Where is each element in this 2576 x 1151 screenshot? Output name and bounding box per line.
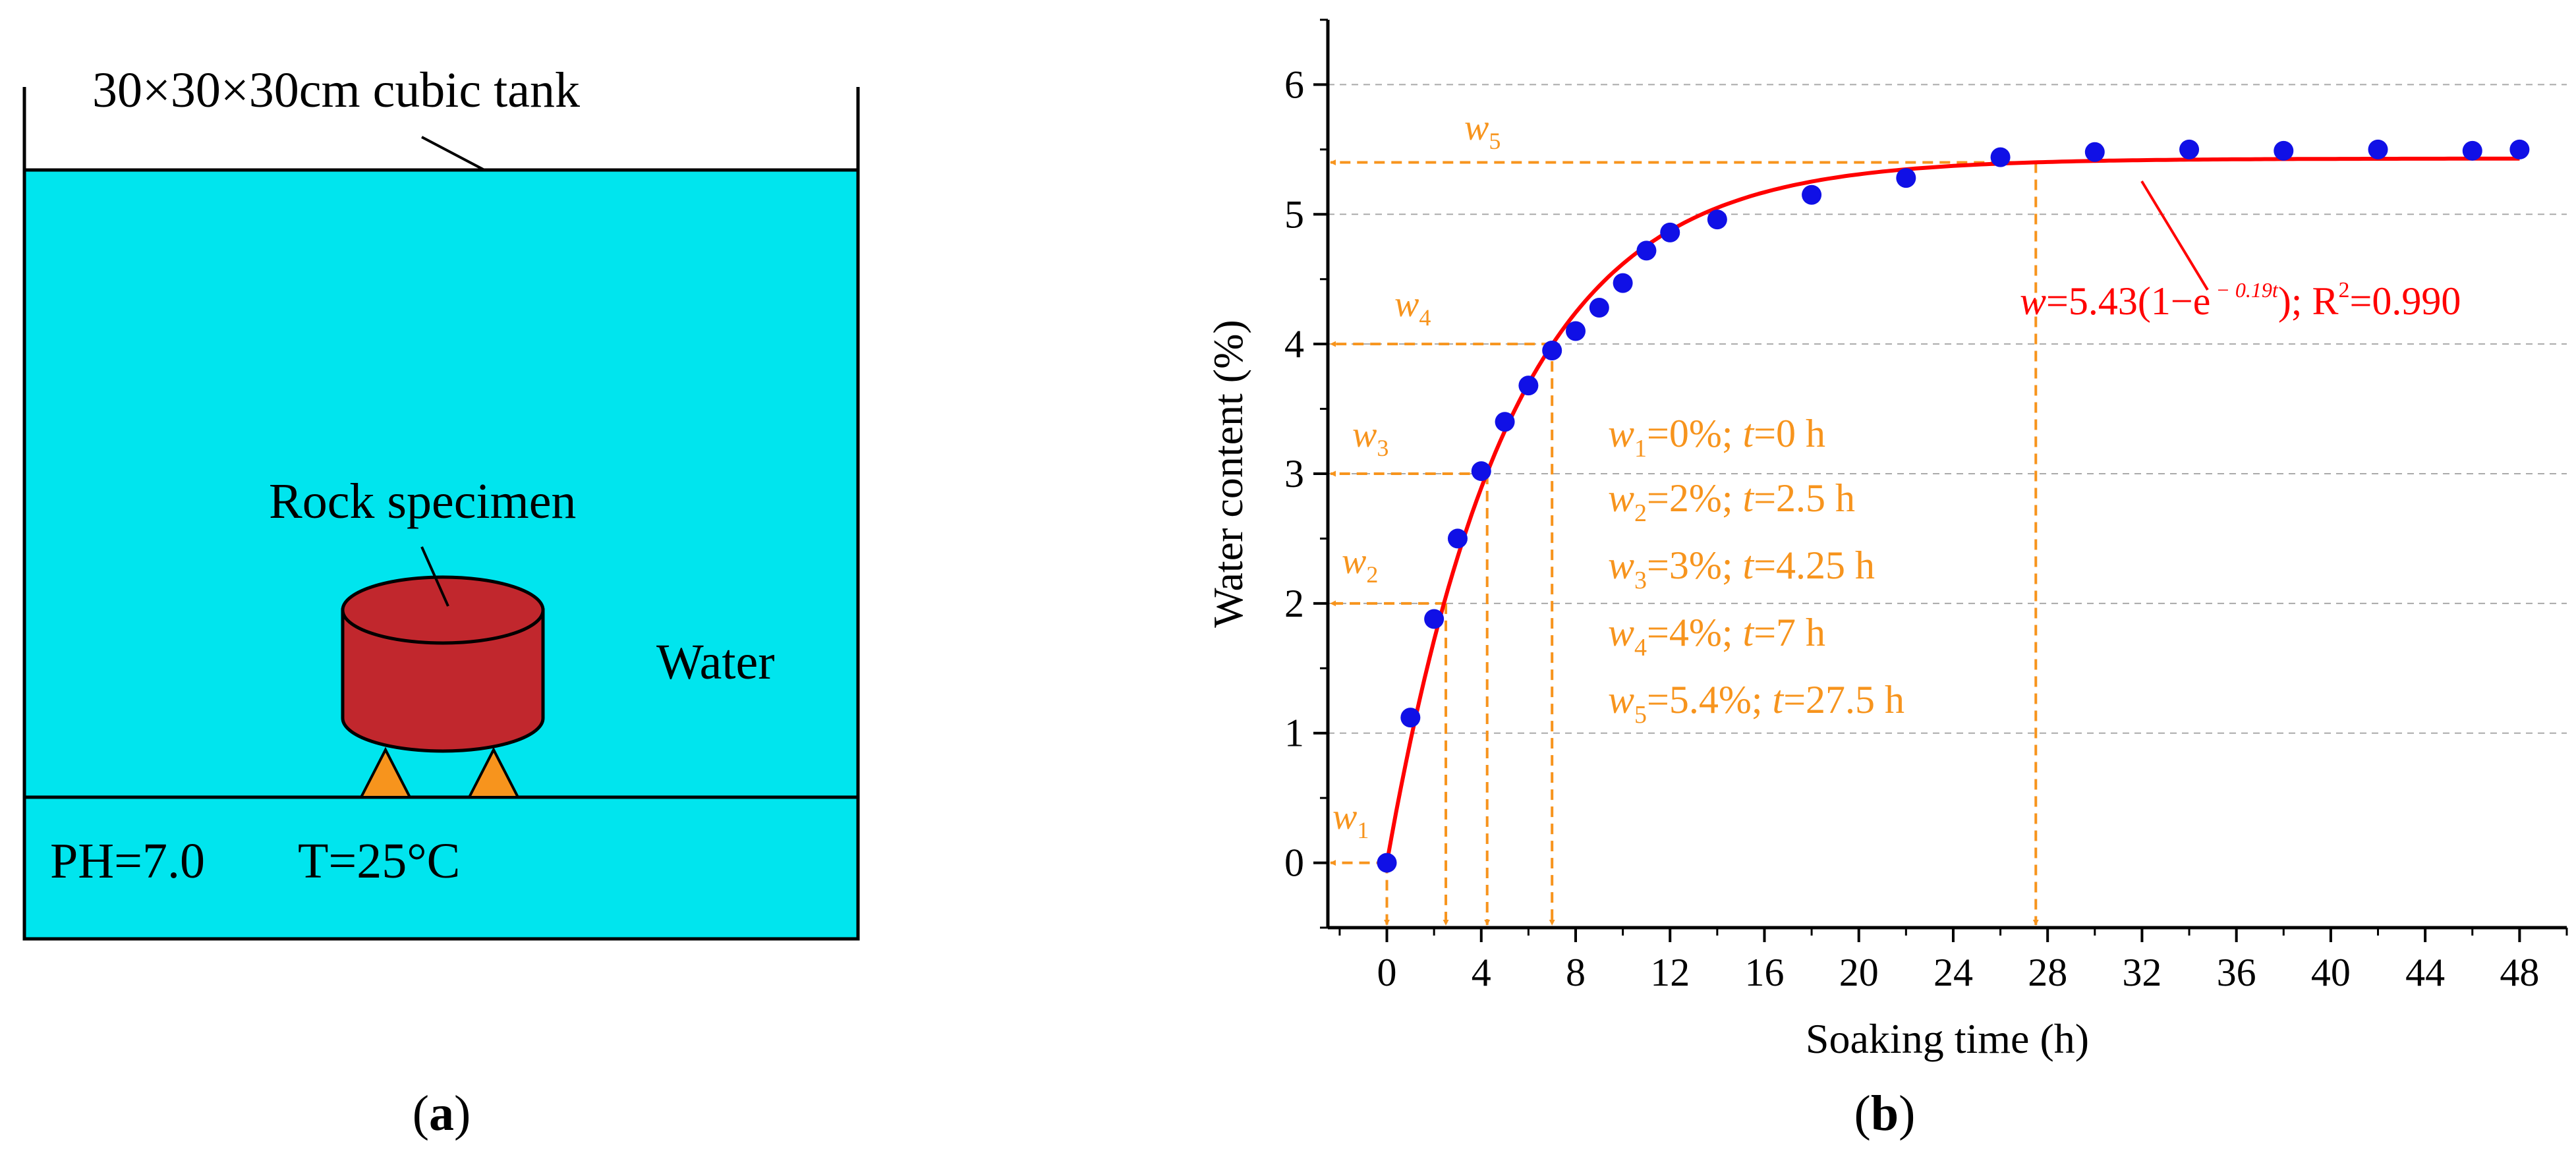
legend-item-w3: w3=3%; t=4.25 h <box>1608 544 1875 594</box>
data-point <box>1802 184 1822 205</box>
panel-a-tank-diagram: 30×30×30cm cubic tank Rock specimen Wate… <box>22 63 860 1141</box>
data-point <box>1518 376 1539 396</box>
water-body <box>22 168 860 941</box>
ph-label: PH=7.0 <box>50 833 205 889</box>
y-tick-label-0: 0 <box>1284 841 1304 885</box>
fit-equation-label: w=5.43(1−e − 0.19t); R2=0.990 <box>2020 278 2461 323</box>
data-point <box>1542 340 1562 360</box>
y-tick-label-4: 4 <box>1284 322 1304 366</box>
data-point <box>1613 273 1633 293</box>
tank-label-leader <box>421 136 485 171</box>
caption-a-letter: a <box>429 1086 454 1141</box>
marker-label-w4: w4 <box>1394 284 1431 331</box>
data-point <box>1636 240 1657 261</box>
x-tick-label-24: 24 <box>1933 951 1973 994</box>
y-tick-label-3: 3 <box>1284 452 1304 495</box>
y-tick-label-2: 2 <box>1284 582 1304 625</box>
reference-legend: w1=0%; t=0 h w2=2%; t=2.5 h w3=3%; t=4.2… <box>1608 412 1904 729</box>
data-point <box>1471 461 1491 482</box>
specimen-label: Rock specimen <box>269 474 576 529</box>
data-point <box>2274 140 2294 161</box>
data-points <box>1377 139 2530 873</box>
fit-curve <box>1385 156 2520 864</box>
legend-item-w1: w1=0%; t=0 h <box>1608 412 1825 463</box>
data-point <box>2084 142 2105 162</box>
marker-label-w2: w2 <box>1342 541 1378 588</box>
data-point <box>2462 140 2482 161</box>
x-tick-label-8: 8 <box>1566 951 1586 994</box>
y-axis-title: Water content (%) <box>1205 320 1251 628</box>
marker-label-w5: w5 <box>1464 107 1501 154</box>
x-tick-label-0: 0 <box>1377 951 1397 994</box>
legend-item-w2: w2=2%; t=2.5 h <box>1608 476 1855 527</box>
support-left <box>358 746 413 799</box>
data-point <box>1447 528 1468 549</box>
temperature-label: T=25°C <box>298 833 460 889</box>
y-tick-label-5: 5 <box>1284 192 1304 236</box>
x-tick-label-36: 36 <box>2217 951 2256 994</box>
x-tick-label-48: 48 <box>2500 951 2539 994</box>
data-point <box>1896 168 1916 188</box>
caption-b-letter: b <box>1871 1086 1899 1141</box>
legend-item-w5: w5=5.4%; t=27.5 h <box>1608 678 1904 729</box>
marker-label-w1: w1 <box>1332 797 1369 843</box>
axis-ticks <box>1313 18 2568 942</box>
x-tick-label-16: 16 <box>1744 951 1784 994</box>
data-point <box>1707 210 1727 230</box>
x-tick-label-32: 32 <box>2122 951 2161 994</box>
x-tick-label-44: 44 <box>2405 951 2445 994</box>
data-point <box>1589 298 1609 318</box>
legend-item-w4: w4=4%; t=7 h <box>1608 611 1825 661</box>
rock-specimen-body <box>341 608 545 753</box>
support-right <box>467 746 521 799</box>
data-point <box>1400 708 1421 728</box>
data-point <box>1377 853 1397 873</box>
x-tick-label-40: 40 <box>2311 951 2351 994</box>
rock-specimen-top <box>341 575 545 645</box>
data-point <box>1424 609 1445 629</box>
caption-a: (a) <box>413 1086 471 1141</box>
x-tick-label-28: 28 <box>2028 951 2067 994</box>
data-point <box>1660 222 1680 242</box>
tank-label: 30×30×30cm cubic tank <box>92 63 580 118</box>
data-point <box>2368 139 2388 159</box>
data-point <box>2509 139 2530 159</box>
x-axis-title: Soaking time (h) <box>1806 1015 2089 1062</box>
data-point <box>2179 139 2200 159</box>
marker-label-w3: w3 <box>1352 414 1388 461</box>
caption-b: (b) <box>1854 1086 1916 1141</box>
y-tick-label-6: 6 <box>1284 63 1304 106</box>
x-tick-label-4: 4 <box>1472 951 1491 994</box>
water-label: Water <box>656 634 775 690</box>
fit-label-leader <box>2140 180 2209 291</box>
data-point <box>1495 412 1515 432</box>
specimen-label-leader <box>420 546 449 607</box>
reference-guides <box>1330 159 2039 926</box>
y-tick-label-1: 1 <box>1284 712 1304 755</box>
data-point <box>1566 321 1586 341</box>
data-point <box>1990 147 2011 167</box>
x-tick-label-12: 12 <box>1650 951 1690 994</box>
x-tick-label-20: 20 <box>1839 951 1879 994</box>
